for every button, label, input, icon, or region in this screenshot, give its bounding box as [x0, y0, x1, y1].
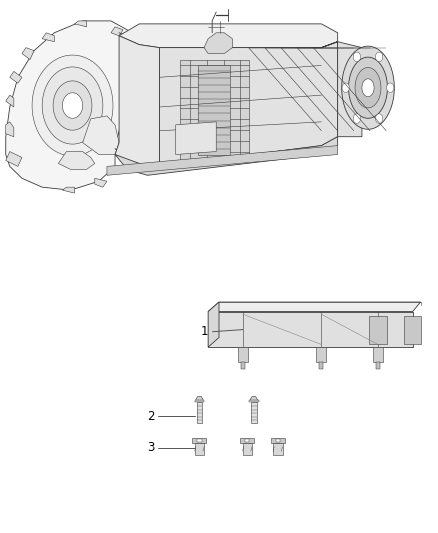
Polygon shape [83, 116, 119, 155]
Polygon shape [355, 68, 381, 108]
Polygon shape [250, 397, 258, 402]
Polygon shape [243, 443, 252, 455]
Polygon shape [342, 83, 350, 92]
Polygon shape [107, 146, 338, 175]
Polygon shape [245, 439, 250, 442]
Polygon shape [192, 438, 206, 443]
Polygon shape [176, 122, 216, 155]
Polygon shape [240, 438, 254, 443]
Polygon shape [375, 114, 383, 123]
Polygon shape [249, 400, 258, 402]
Polygon shape [62, 187, 74, 193]
Polygon shape [362, 79, 374, 96]
Polygon shape [42, 67, 103, 144]
Polygon shape [111, 27, 123, 36]
Polygon shape [195, 397, 204, 402]
Polygon shape [316, 347, 326, 362]
Polygon shape [208, 302, 219, 347]
Polygon shape [197, 439, 201, 442]
Polygon shape [194, 400, 204, 402]
Polygon shape [10, 71, 22, 83]
Polygon shape [276, 439, 280, 442]
Polygon shape [353, 52, 360, 62]
Polygon shape [208, 312, 413, 347]
Polygon shape [373, 347, 383, 362]
Polygon shape [238, 347, 248, 362]
Polygon shape [139, 77, 148, 86]
Polygon shape [115, 136, 338, 175]
Polygon shape [251, 402, 257, 423]
Polygon shape [119, 24, 338, 47]
Polygon shape [194, 443, 204, 455]
Polygon shape [241, 362, 245, 369]
Polygon shape [349, 57, 388, 118]
Polygon shape [53, 81, 92, 130]
Polygon shape [159, 42, 338, 166]
Polygon shape [342, 46, 394, 130]
Polygon shape [404, 316, 421, 344]
Polygon shape [321, 42, 362, 136]
Polygon shape [204, 33, 233, 53]
Polygon shape [6, 122, 14, 136]
Text: 3: 3 [148, 441, 155, 454]
Polygon shape [208, 302, 420, 312]
Polygon shape [42, 33, 54, 42]
Polygon shape [131, 47, 143, 56]
Polygon shape [63, 93, 83, 118]
Text: 2: 2 [148, 409, 155, 423]
Polygon shape [376, 362, 380, 369]
Polygon shape [115, 36, 159, 166]
Polygon shape [6, 21, 143, 190]
Polygon shape [74, 21, 87, 27]
Polygon shape [32, 55, 113, 156]
Polygon shape [387, 83, 394, 92]
Polygon shape [353, 114, 360, 123]
Polygon shape [197, 402, 202, 423]
Polygon shape [22, 47, 34, 60]
Polygon shape [319, 362, 323, 369]
Polygon shape [180, 60, 249, 160]
Polygon shape [273, 443, 283, 455]
Polygon shape [119, 143, 127, 155]
Polygon shape [95, 178, 107, 187]
Polygon shape [6, 151, 22, 166]
Polygon shape [375, 52, 383, 62]
Text: 1: 1 [201, 325, 208, 338]
Polygon shape [271, 438, 285, 443]
Polygon shape [369, 316, 387, 344]
Polygon shape [6, 95, 14, 107]
Polygon shape [58, 151, 95, 169]
Polygon shape [198, 66, 230, 155]
